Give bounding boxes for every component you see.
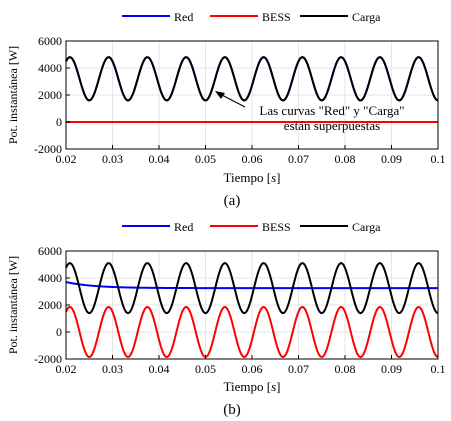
annotation-arrow [219,93,246,108]
y-tick-label: -2000 [34,142,62,156]
x-ticks-a: 0.02 0.03 0.04 0.05 0.06 0.07 0.08 0.09 0.1 [56,145,446,166]
x-tick-label: 0.08 [335,152,356,166]
series-line-red [65,281,438,290]
grid-a [65,40,439,150]
y-tick-label: 4000 [38,271,62,285]
x-tick-label: 0.07 [288,152,309,166]
x-axis-label-b: Tiempo [s] [224,379,281,394]
x-tick-label: 0.02 [56,362,77,376]
legend-label-carga: Carga [352,220,381,234]
x-tick-label: 0.1 [431,362,446,376]
legend-label-carga: Carga [352,10,381,24]
annotation-arrowhead [215,91,225,99]
y-tick-label: 2000 [38,88,62,102]
y-tick-label: 0 [56,115,62,129]
legend-label-bess: BESS [262,10,291,24]
series-line-bess [65,306,439,358]
chart-panel-b: Red BESS Carga 0.02 0.03 0.04 0.05 0.06 0.07 0… [6,220,446,418]
series-line-carga [65,262,439,315]
y-tick-label: 6000 [38,244,62,258]
panel-label-a: (a) [224,193,241,209]
x-tick-label: 0.07 [288,362,309,376]
x-tick-label: 0.09 [381,152,402,166]
x-tick-label: 0.05 [195,152,216,166]
x-tick-label: 0.04 [149,152,170,166]
series-group-b [65,262,439,358]
series-line-carga [65,56,439,102]
legend-b: Red BESS Carga [122,220,381,234]
y-tick-label: -2000 [34,352,62,366]
legend-label-red: Red [174,220,193,234]
legend-label-red: Red [174,10,193,24]
x-tick-label: 0.06 [242,152,263,166]
y-tick-label: 6000 [38,34,62,48]
y-ticks-a: -2000 0 2000 4000 6000 [34,34,70,156]
panel-label-b: (b) [223,402,241,418]
y-axis-label-a: Pot. instantánea [W] [6,46,20,144]
y-tick-label: 4000 [38,61,62,75]
x-tick-label: 0.03 [102,362,123,376]
annotation-line-2: están superpuestas [284,118,380,133]
x-tick-label: 0.04 [149,362,170,376]
x-tick-label: 0.05 [195,362,216,376]
annotation-a: Las curvas "Red" y "Carga" están superpu… [215,91,405,133]
chart-panel-a: Red BESS Carga 0.02 0.03 0.04 0.05 0.06 0.07 0… [6,10,446,209]
annotation-line-1: Las curvas "Red" y "Carga" [259,103,404,118]
x-tick-label: 0.03 [102,152,123,166]
y-tick-label: 0 [56,325,62,339]
y-ticks-b: -2000 0 2000 4000 6000 [34,244,70,366]
x-tick-label: 0.08 [335,362,356,376]
y-axis-label-b: Pot. instantánea [W] [6,256,20,354]
series-group-a [65,56,439,123]
x-ticks-b: 0.02 0.03 0.04 0.05 0.06 0.07 0.08 0.09 0.1 [56,355,446,376]
x-axis-label-a: Tiempo [s] [224,170,281,185]
x-tick-label: 0.1 [431,152,446,166]
x-tick-label: 0.02 [56,152,77,166]
x-tick-label: 0.06 [242,362,263,376]
x-tick-label: 0.09 [381,362,402,376]
legend-label-bess: BESS [262,220,291,234]
y-tick-label: 2000 [38,298,62,312]
legend-a: Red BESS Carga [122,10,381,24]
